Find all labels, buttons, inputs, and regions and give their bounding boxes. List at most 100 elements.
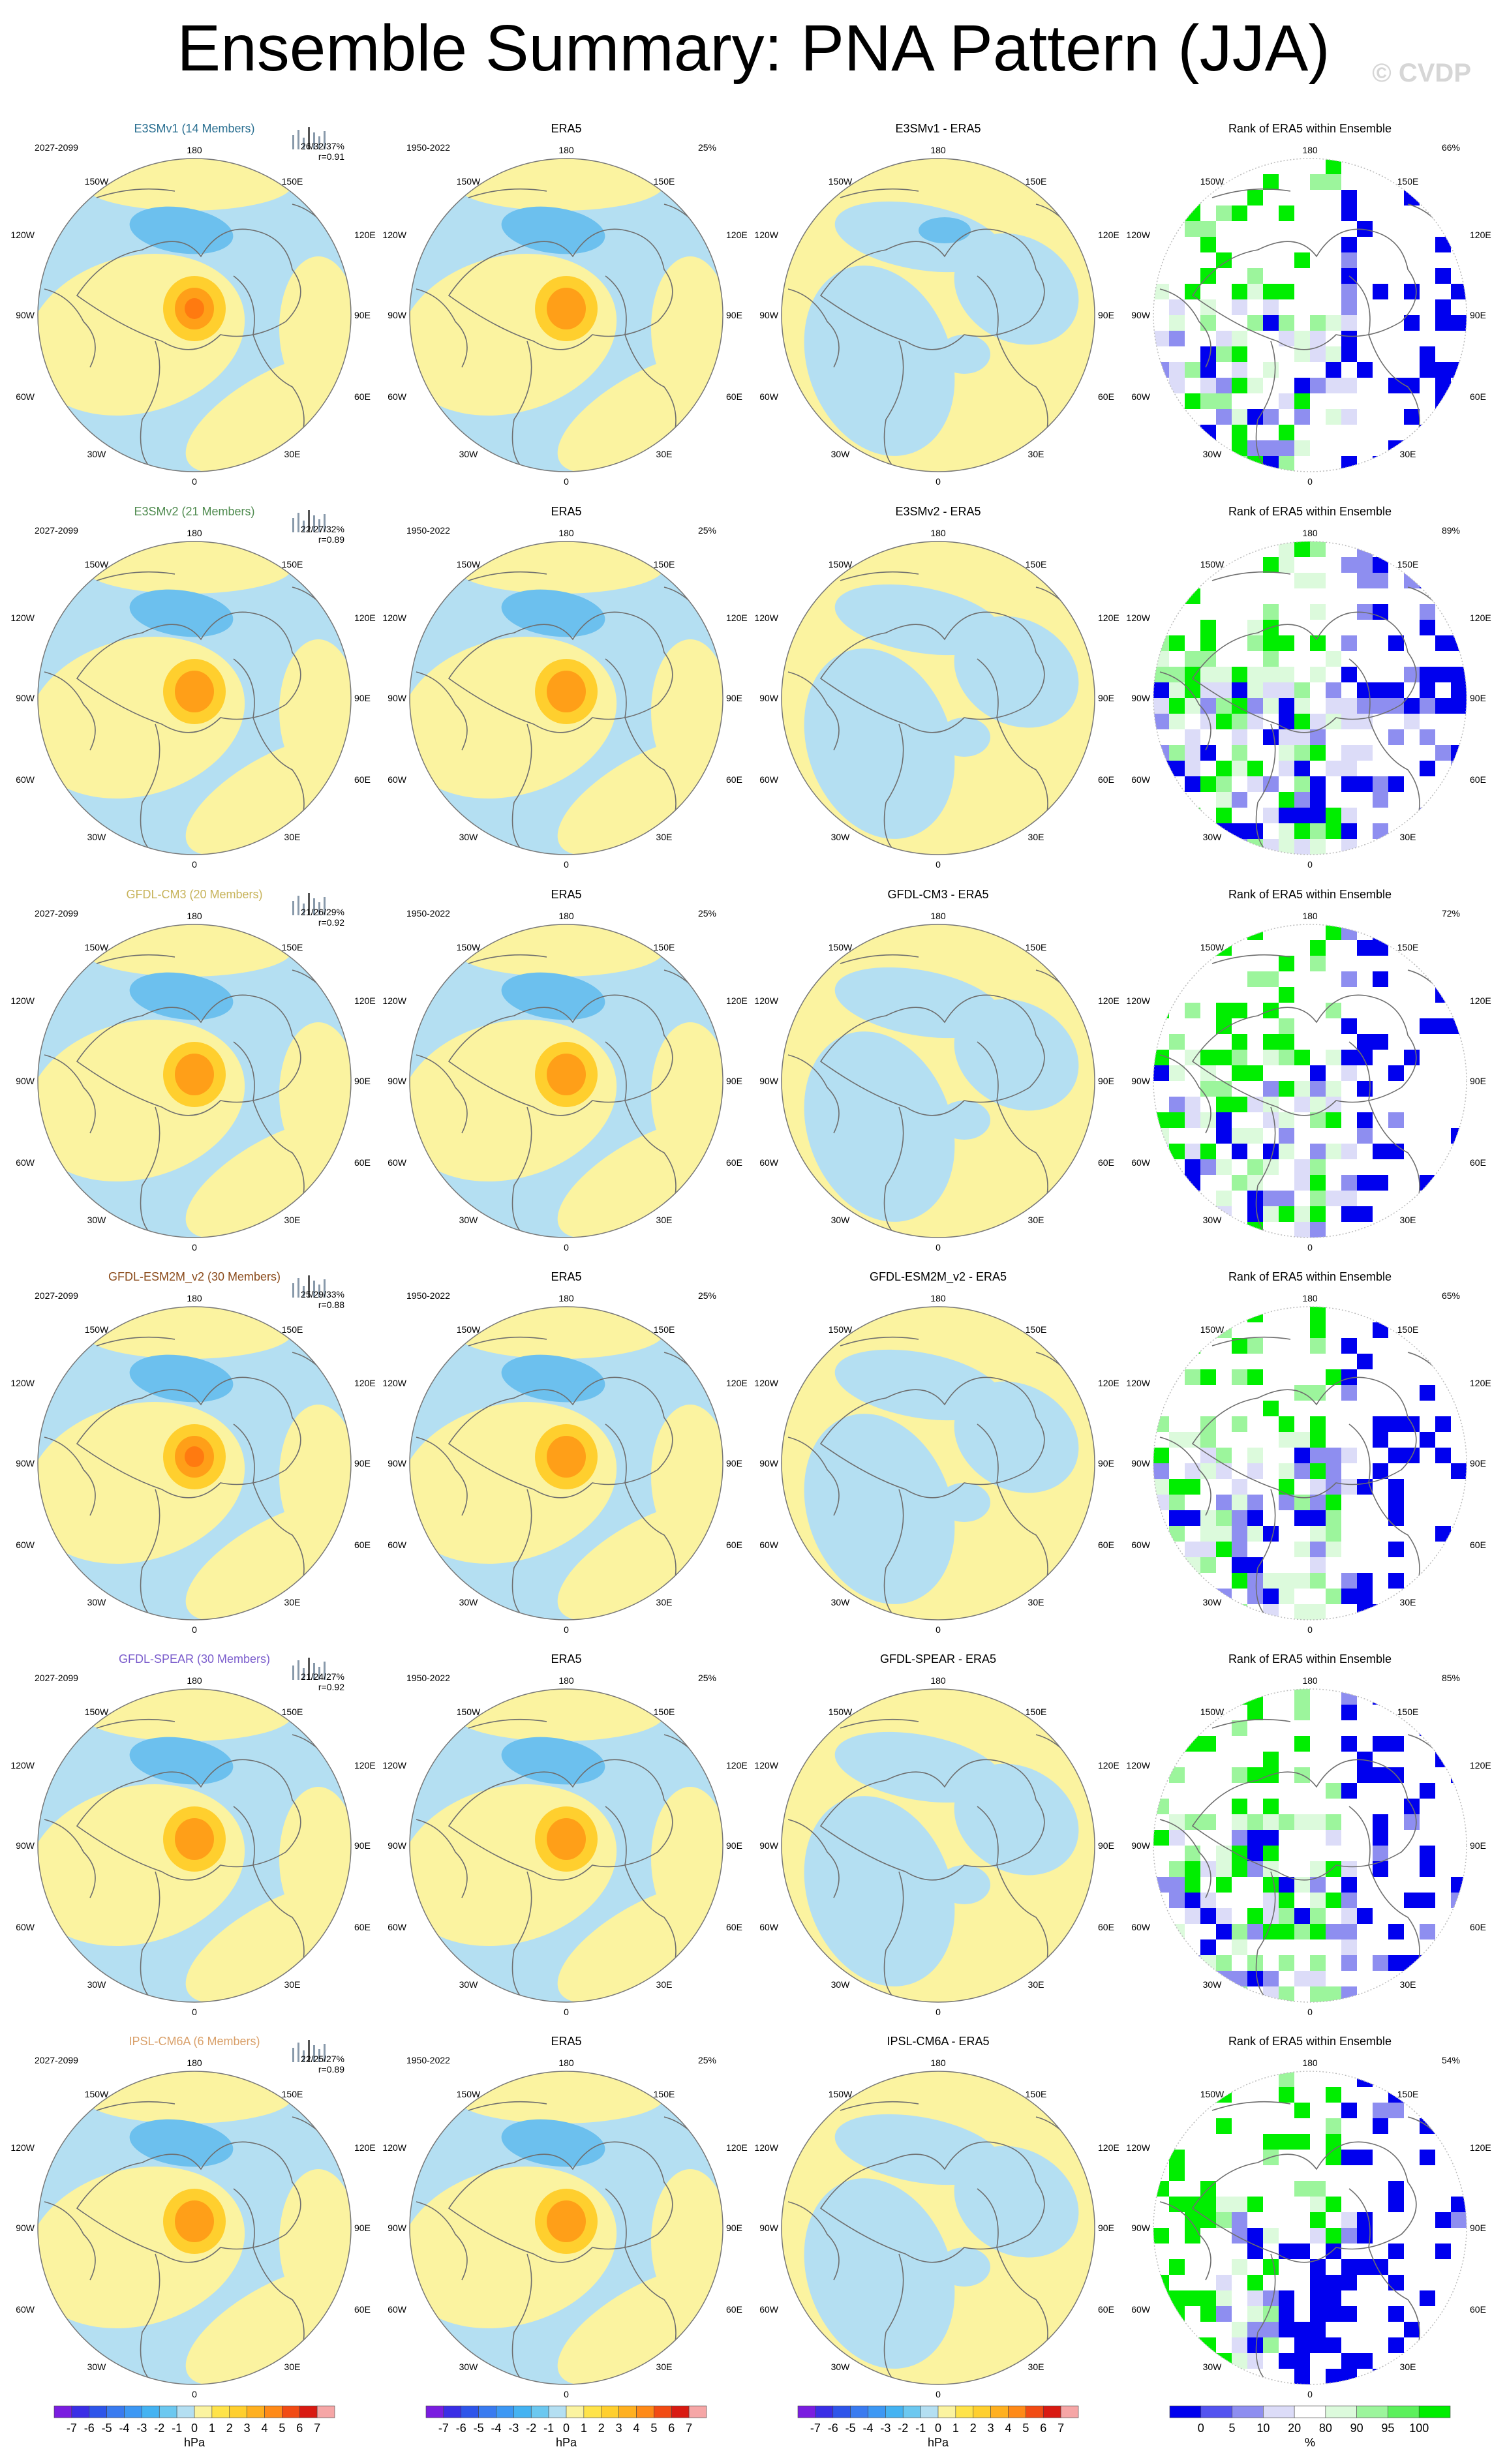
rank-title: Rank of ERA5 within Ensemble [1228,505,1392,518]
rank-cell [1232,1495,1247,1510]
lon-label-150e: 150E [654,942,675,952]
rank-cell [1341,2228,1357,2243]
coastline [819,1759,1045,1881]
negative-anomaly-strong [129,1354,234,1403]
coastline [1191,1759,1417,1881]
rank-cell [1420,2087,1435,2103]
rank-cell [1232,2228,1247,2243]
rank-cell [1185,2290,1200,2306]
lon-label-90w: 90W [388,1076,407,1086]
rank-cell [1185,776,1200,792]
rank-cell [1153,651,1169,667]
rank-cell [1326,2290,1341,2306]
rank-cell [1153,541,1169,557]
lon-label-90w: 90W [1131,310,1151,320]
lon-label-150e: 150E [1026,942,1047,952]
rank-cell [1326,2197,1341,2212]
lon-label-60e: 60E [354,1540,371,1550]
lon-label-0: 0 [936,1624,941,1635]
lon-label-30w: 30W [87,1597,107,1607]
rank-cell [1263,174,1279,190]
model-stats: 22/27/32% [301,524,344,534]
obs-pct: 25% [698,908,716,919]
rank-cell [1216,1924,1232,1939]
rank-cell [1200,1369,1216,1385]
map-border [781,158,1095,472]
map-fill [410,2071,723,2384]
rank-cell [1341,190,1357,205]
rank-cell [1373,792,1388,808]
rank-cell [1153,1159,1169,1175]
map-border [1153,158,1467,472]
rank-cell [1153,1003,1169,1018]
rank-cell [1310,315,1326,331]
colorbar-tick: 80 [1319,2422,1332,2435]
lon-label-30e: 30E [1028,2362,1044,2372]
rank-cell [1185,1206,1200,1222]
rank-cell [1326,346,1341,362]
stat-bar [292,1283,294,1298]
rank-cell [1185,1542,1200,1557]
rank-cell [1310,573,1326,588]
rank-cell [1279,1018,1294,1034]
rank-cell [1185,1307,1200,1322]
lon-label-30e: 30E [656,449,673,459]
rank-cell [1326,1463,1341,1479]
lon-label-120w: 120W [1126,613,1150,623]
lon-label-60e: 60E [1098,2304,1114,2315]
rank-cell [1341,2150,1357,2165]
rank-cell [1169,1814,1185,1830]
rank-cell [1247,2197,1263,2212]
rank-cell [1341,409,1357,425]
rank-cell [1232,1510,1247,1526]
rank-cell [1247,378,1263,393]
lon-label-0: 0 [936,2389,941,2399]
diff-title: GFDL-ESM2M_v2 - ERA5 [870,1270,1007,1284]
lon-label-120e: 120E [1470,1378,1491,1388]
rank-cell [1216,1542,1232,1557]
rank-cell [1232,1526,1247,1542]
obs-title: ERA5 [551,1652,581,1665]
rank-fill [1153,1307,1467,1620]
rank-cell [1153,221,1169,237]
stat-bar [303,1668,305,1680]
model-title: E3SMv2 (21 Members) [134,505,254,518]
map-border [37,541,352,855]
colorbar-tick: 2 [226,2422,233,2435]
rank-cell [1169,698,1185,714]
rank-cell [1341,2353,1357,2369]
rank-cell [1279,823,1294,839]
coastline [448,994,673,1116]
rank-cell [1169,1175,1185,1191]
rank-cell [1247,409,1263,425]
negative-anomaly [938,1483,990,1522]
positive-anomaly-stronger [175,2200,214,2242]
rank-cell [1279,2087,1294,2103]
map-fill [410,541,723,855]
lon-label-0: 0 [1307,859,1313,870]
rank-cell [1279,1416,1294,1432]
rank-cell [1200,745,1216,761]
rank-cell [1247,823,1263,839]
rank-cell [1169,1573,1185,1589]
negative-anomaly [938,1865,990,1904]
rank-cell [1169,2369,1185,2384]
lon-label-60e: 60E [1098,1157,1114,1168]
rank-cell [1279,393,1294,409]
rank-fill [1153,541,1467,855]
page-title: Ensemble Summary: PNA Pattern (JJA) [177,12,1330,85]
rank-cell [1216,1050,1232,1065]
colorbar-swatch [583,2405,602,2418]
rank-cell [1185,698,1200,714]
rank-cell [1388,1736,1404,1752]
rank-cell [1153,174,1169,190]
lon-label-120e: 120E [1098,1378,1119,1388]
cvdp-watermark: © CVDP [1372,59,1471,87]
lon-label-150w: 150W [1200,942,1225,952]
rank-cell [1341,346,1357,362]
positive-anomaly [84,924,292,977]
rank-cell [1341,1939,1357,1955]
negative-anomaly-strong [129,2119,234,2167]
rank-cell [1247,2322,1263,2337]
